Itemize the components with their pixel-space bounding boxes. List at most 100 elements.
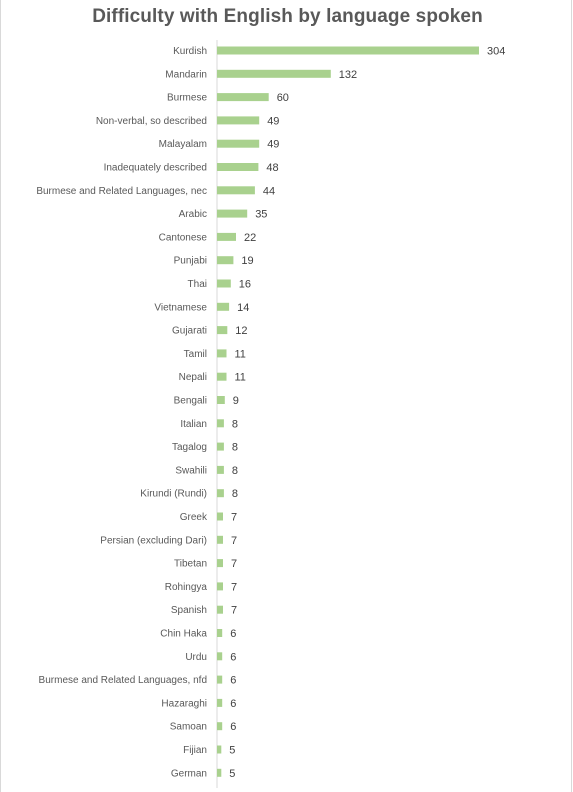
bar-burmese-and-related-languages-nec [217,186,255,195]
bar-gujarati [217,326,228,335]
bar-malayalam [217,139,260,148]
category-labels-group: Kurdish Mandarin Burmese Non-verbal, so des… [36,46,208,779]
bar-burmese [217,93,269,102]
category-label-vietnamese: Vietnamese [154,302,207,313]
category-label-arabic: Arabic [179,209,207,220]
category-label-chin-haka: Chin Haka [160,629,207,640]
category-label-inadequately-described: Inadequately described [104,163,207,174]
value-label-spanish: 7 [231,605,237,617]
bar-arabic [217,209,248,218]
value-label-burmese: 60 [277,92,289,104]
bar-italian [217,419,224,428]
category-label-non-verbal-so-described: Non-verbal, so described [96,116,207,127]
bar-thai [217,279,231,288]
bar-nepali [217,372,227,381]
category-label-mandarin: Mandarin [165,69,207,80]
value-label-burmese-and-related-languages-nfd: 6 [230,675,236,687]
category-label-tagalog: Tagalog [172,442,207,453]
value-label-kirundi-rundi: 8 [232,488,238,500]
category-label-tibetan: Tibetan [174,559,207,570]
bar-spanish [217,605,223,614]
category-label-samoan: Samoan [170,722,207,733]
value-labels-group: 304 132 60 49 49 48 44 35 22 19 16 14 12 11 11 9 8 8 8 8 7 7 7… [229,46,505,780]
value-label-hazaraghi: 6 [230,698,236,710]
value-label-samoan: 6 [230,721,236,733]
category-label-kirundi-rundi: Kirundi (Rundi) [140,489,207,500]
bar-non-verbal-so-described [217,116,260,125]
value-label-thai: 16 [239,279,251,291]
bar-tamil [217,349,227,358]
category-label-persian-excluding-dari: Persian (excluding Dari) [100,535,207,546]
bar-urdu [217,652,223,661]
bar-punjabi [217,256,234,265]
bar-persian-excluding-dari [217,535,223,544]
value-label-nepali: 11 [235,372,246,384]
bar-cantonese [217,232,236,241]
value-label-tamil: 11 [235,348,246,360]
category-label-burmese-and-related-languages-nec: Burmese and Related Languages, nec [36,186,207,197]
value-label-tibetan: 7 [231,558,237,570]
value-label-persian-excluding-dari: 7 [231,535,237,547]
bar-kirundi-rundi [217,489,224,498]
category-label-german: German [171,768,207,779]
bar-samoan [217,722,223,731]
bar-rohingya [217,582,223,591]
category-label-burmese-and-related-languages-nfd: Burmese and Related Languages, nfd [39,675,207,686]
category-label-spanish: Spanish [171,605,207,616]
category-label-italian: Italian [180,419,207,430]
category-label-nepali: Nepali [179,372,207,383]
bar-german [217,768,222,777]
bar-tagalog [217,442,224,451]
bar-vietnamese [217,302,230,311]
category-label-tamil: Tamil [184,349,207,360]
bar-chin-haka [217,629,223,637]
bar-greek [217,512,223,521]
category-label-fijian: Fijian [183,745,207,756]
category-label-bengali: Bengali [174,396,207,407]
value-label-fijian: 5 [229,745,235,757]
category-label-swahili: Swahili [175,465,207,476]
bar-swahili [217,465,224,474]
value-label-bengali: 9 [233,395,239,407]
value-label-inadequately-described: 48 [266,162,278,174]
value-label-non-verbal-so-described: 49 [267,115,279,127]
category-label-malayalam: Malayalam [159,139,207,150]
bar-tibetan [217,559,223,568]
value-label-malayalam: 49 [267,139,279,151]
bar-hazaraghi [217,698,223,707]
value-label-rohingya: 7 [231,581,237,593]
value-label-vietnamese: 14 [237,302,249,314]
value-label-urdu: 6 [230,651,236,663]
category-label-cantonese: Cantonese [159,232,208,243]
category-label-gujarati: Gujarati [172,326,207,337]
bars-group [217,46,479,777]
value-label-arabic: 35 [255,209,267,221]
value-label-swahili: 8 [232,465,238,477]
value-label-punjabi: 19 [241,255,253,267]
bar-bengali [217,396,225,404]
bar-kurdish [217,46,479,55]
value-label-mandarin: 132 [339,69,357,81]
value-label-kurdish: 304 [487,46,505,58]
category-label-urdu: Urdu [185,652,207,663]
value-label-german: 5 [229,768,235,780]
value-label-greek: 7 [231,512,237,524]
bar-burmese-and-related-languages-nfd [217,675,223,684]
bar-mandarin [217,69,331,78]
value-label-burmese-and-related-languages-nec: 44 [263,185,275,197]
category-label-burmese: Burmese [167,93,207,104]
category-label-hazaraghi: Hazaraghi [161,698,207,709]
category-label-thai: Thai [188,279,207,290]
bar-fijian [217,745,222,754]
bar-inadequately-described [217,163,259,171]
value-label-italian: 8 [232,418,238,430]
category-label-punjabi: Punjabi [174,256,207,267]
value-label-chin-haka: 6 [230,628,236,640]
category-label-greek: Greek [180,512,208,523]
category-label-rohingya: Rohingya [165,582,208,593]
category-label-kurdish: Kurdish [173,46,207,57]
value-label-tagalog: 8 [232,442,238,454]
value-label-cantonese: 22 [244,232,256,244]
